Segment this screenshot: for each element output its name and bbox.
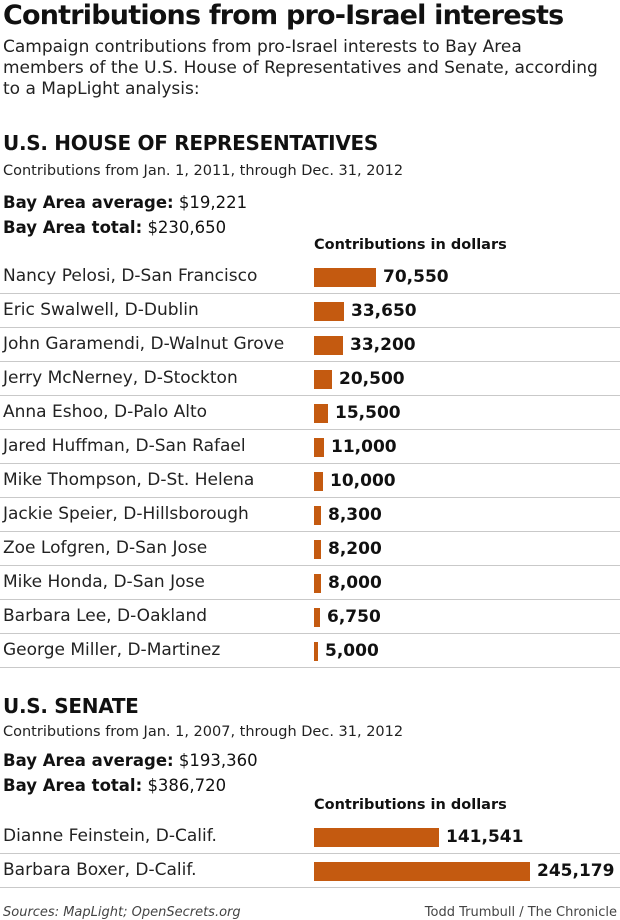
senate-bar-row: Dianne Feinstein, D-Calif. 141,541 bbox=[0, 820, 620, 854]
senate-category-label: Dianne Feinstein, D-Calif. bbox=[3, 826, 217, 846]
sources-note: Sources: MapLight; OpenSecrets.org bbox=[3, 905, 241, 920]
house-bar bbox=[314, 404, 328, 423]
house-bar-row: Jared Huffman, D-San Rafael 11,000 bbox=[0, 430, 620, 464]
house-bar bbox=[314, 336, 343, 355]
row-divider bbox=[0, 531, 620, 532]
row-divider bbox=[0, 361, 620, 362]
senate-heading: U.S. SENATE bbox=[3, 694, 139, 718]
house-bar bbox=[314, 472, 323, 491]
house-value-label: 6,750 bbox=[327, 607, 381, 627]
row-divider bbox=[0, 887, 620, 888]
senate-total: Bay Area total: $386,720 bbox=[3, 776, 226, 795]
credit-note: Todd Trumbull / The Chronicle bbox=[424, 905, 617, 920]
senate-value-label: 245,179 bbox=[537, 861, 615, 881]
house-bar-row: George Miller, D-Martinez 5,000 bbox=[0, 634, 620, 668]
house-category-label: Jerry McNerney, D-Stockton bbox=[3, 368, 238, 388]
row-divider bbox=[0, 429, 620, 430]
house-value-label: 33,200 bbox=[350, 335, 416, 355]
house-value-label: 33,650 bbox=[351, 301, 417, 321]
senate-value-label: 141,541 bbox=[446, 827, 524, 847]
house-total: Bay Area total: $230,650 bbox=[3, 218, 226, 237]
row-divider bbox=[0, 293, 620, 294]
row-divider bbox=[0, 853, 620, 854]
house-bar bbox=[314, 438, 324, 457]
senate-bar bbox=[314, 862, 530, 881]
row-divider bbox=[0, 395, 620, 396]
house-value-label: 8,200 bbox=[328, 539, 382, 559]
house-bar bbox=[314, 506, 321, 525]
house-bar-row: Zoe Lofgren, D-San Jose 8,200 bbox=[0, 532, 620, 566]
house-heading: U.S. HOUSE OF REPRESENTATIVES bbox=[3, 131, 378, 155]
senate-average-label: Bay Area average: bbox=[3, 751, 174, 770]
senate-average: Bay Area average: $193,360 bbox=[3, 751, 258, 770]
house-category-label: Jared Huffman, D-San Rafael bbox=[3, 436, 246, 456]
house-category-label: George Miller, D-Martinez bbox=[3, 640, 221, 660]
senate-average-value: $193,360 bbox=[178, 751, 258, 770]
house-total-label: Bay Area total: bbox=[3, 218, 143, 237]
house-category-label: Anna Eshoo, D-Palo Alto bbox=[3, 402, 208, 422]
house-average: Bay Area average: $19,221 bbox=[3, 193, 247, 212]
house-category-label: Jackie Speier, D-Hillsborough bbox=[3, 504, 249, 524]
row-divider bbox=[0, 497, 620, 498]
row-divider bbox=[0, 327, 620, 328]
house-bar bbox=[314, 608, 320, 627]
house-bar bbox=[314, 540, 321, 559]
row-divider bbox=[0, 565, 620, 566]
house-category-label: Nancy Pelosi, D-San Francisco bbox=[3, 266, 258, 286]
house-bar-row: Anna Eshoo, D-Palo Alto 15,500 bbox=[0, 396, 620, 430]
house-bar-row: Eric Swalwell, D-Dublin 33,650 bbox=[0, 294, 620, 328]
house-value-label: 8,300 bbox=[328, 505, 382, 525]
house-bar bbox=[314, 302, 344, 321]
house-value-label: 11,000 bbox=[331, 437, 397, 457]
house-bar-row: John Garamendi, D-Walnut Grove 33,200 bbox=[0, 328, 620, 362]
row-divider bbox=[0, 463, 620, 464]
house-bar-row: Mike Thompson, D-St. Helena 10,000 bbox=[0, 464, 620, 498]
senate-bar-row: Barbara Boxer, D-Calif. 245,179 bbox=[0, 854, 620, 888]
house-bar bbox=[314, 574, 321, 593]
senate-column-header: Contributions in dollars bbox=[314, 797, 507, 813]
senate-total-value: $386,720 bbox=[147, 776, 227, 795]
house-period: Contributions from Jan. 1, 2011, through… bbox=[3, 163, 404, 179]
house-value-label: 8,000 bbox=[328, 573, 382, 593]
house-bar-row: Nancy Pelosi, D-San Francisco 70,550 bbox=[0, 260, 620, 294]
house-category-label: Zoe Lofgren, D-San Jose bbox=[3, 538, 208, 558]
house-value-label: 70,550 bbox=[383, 267, 449, 287]
house-column-header: Contributions in dollars bbox=[314, 237, 507, 253]
house-value-label: 5,000 bbox=[325, 641, 379, 661]
house-category-label: Eric Swalwell, D-Dublin bbox=[3, 300, 199, 320]
house-bar-row: Jackie Speier, D-Hillsborough 8,300 bbox=[0, 498, 620, 532]
senate-total-label: Bay Area total: bbox=[3, 776, 143, 795]
row-divider bbox=[0, 599, 620, 600]
senate-category-label: Barbara Boxer, D-Calif. bbox=[3, 860, 197, 880]
house-value-label: 10,000 bbox=[330, 471, 396, 491]
senate-bar bbox=[314, 828, 439, 847]
page-title: Contributions from pro-Israel interests bbox=[3, 0, 564, 31]
house-category-label: Mike Thompson, D-St. Helena bbox=[3, 470, 255, 490]
house-bar bbox=[314, 370, 332, 389]
house-value-label: 20,500 bbox=[339, 369, 405, 389]
house-category-label: Mike Honda, D-San Jose bbox=[3, 572, 205, 592]
house-average-value: $19,221 bbox=[178, 193, 248, 212]
senate-period: Contributions from Jan. 1, 2007, through… bbox=[3, 724, 404, 740]
house-bar bbox=[314, 268, 376, 287]
house-value-label: 15,500 bbox=[335, 403, 401, 423]
house-category-label: Barbara Lee, D-Oakland bbox=[3, 606, 208, 626]
house-total-value: $230,650 bbox=[147, 218, 227, 237]
row-divider bbox=[0, 667, 620, 668]
row-divider bbox=[0, 633, 620, 634]
intro-text: Campaign contributions from pro-Israel i… bbox=[3, 37, 598, 99]
house-bar-row: Mike Honda, D-San Jose 8,000 bbox=[0, 566, 620, 600]
house-average-label: Bay Area average: bbox=[3, 193, 174, 212]
house-category-label: John Garamendi, D-Walnut Grove bbox=[3, 334, 285, 354]
house-bar-row: Barbara Lee, D-Oakland 6,750 bbox=[0, 600, 620, 634]
house-bar-row: Jerry McNerney, D-Stockton 20,500 bbox=[0, 362, 620, 396]
house-bar bbox=[314, 642, 318, 661]
